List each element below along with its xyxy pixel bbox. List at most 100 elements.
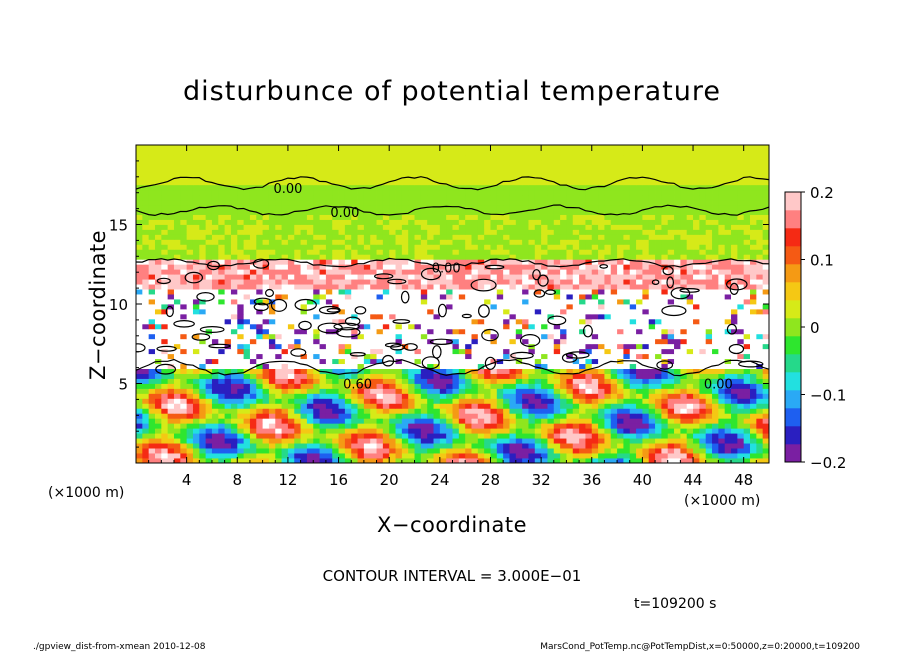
field-cell — [591, 254, 599, 260]
field-cell — [712, 373, 719, 379]
field-cell — [515, 343, 523, 350]
field-cell — [674, 249, 681, 255]
field-cell — [205, 328, 213, 335]
field-cell — [515, 383, 523, 389]
field-cell — [503, 299, 510, 305]
field-cell — [515, 448, 523, 454]
field-cell — [572, 423, 580, 429]
field-cell — [294, 318, 301, 325]
field-cell — [237, 383, 245, 389]
field-cell — [395, 214, 403, 220]
field-cell — [414, 353, 422, 360]
field-cell — [414, 299, 422, 305]
field-cell — [363, 308, 371, 315]
field-cell — [427, 219, 434, 225]
field-cell — [756, 428, 764, 434]
field-cell — [465, 433, 472, 439]
field-cell — [281, 284, 289, 290]
field-cell — [313, 403, 320, 409]
field-cell — [243, 259, 251, 265]
field-cell — [136, 338, 143, 345]
field-cell — [351, 249, 358, 255]
field-cell — [743, 289, 751, 295]
field-cell — [249, 234, 257, 240]
field-cell — [173, 299, 181, 305]
field-cell — [363, 378, 371, 384]
field-cell — [686, 408, 694, 414]
field-cell — [553, 353, 561, 360]
field-cell — [192, 299, 200, 305]
field-cell — [319, 294, 327, 300]
field-cell — [161, 458, 169, 463]
field-cell — [420, 398, 428, 404]
field-cell — [275, 294, 282, 300]
field-cell — [680, 458, 688, 463]
field-cell — [585, 383, 593, 389]
field-cell — [313, 353, 320, 360]
field-cell — [199, 333, 207, 340]
field-cell — [648, 438, 656, 444]
field-cell — [332, 274, 339, 280]
field-cell — [648, 458, 656, 463]
field-cell — [294, 313, 301, 320]
field-cell — [167, 428, 175, 434]
field-cell — [243, 343, 251, 350]
field-cell — [395, 318, 403, 325]
field-cell — [579, 289, 586, 295]
field-cell — [319, 249, 327, 255]
field-cell — [509, 378, 517, 384]
field-cell — [484, 259, 491, 265]
field-cell — [762, 423, 769, 429]
field-cell — [173, 274, 181, 280]
field-cell — [528, 373, 536, 379]
field-cell — [623, 333, 631, 340]
field-cell — [629, 304, 637, 310]
field-cell — [376, 313, 384, 320]
field-cell — [218, 259, 226, 265]
field-cell — [344, 388, 352, 394]
field-cell — [674, 244, 681, 250]
field-cell — [262, 428, 270, 434]
field-cell — [490, 254, 498, 260]
field-cell — [477, 338, 485, 345]
field-cell — [249, 284, 257, 290]
field-cell — [686, 363, 694, 369]
field-cell — [294, 373, 301, 379]
field-cell — [205, 438, 213, 444]
field-cell — [237, 408, 245, 414]
field-cell — [173, 234, 181, 240]
field-cell — [249, 323, 257, 330]
field-cell — [756, 393, 764, 399]
field-cell — [218, 299, 226, 305]
field-cell — [300, 308, 308, 315]
field-cell — [173, 229, 181, 235]
field-cell — [408, 304, 415, 310]
field-cell — [313, 413, 320, 419]
field-cell — [737, 348, 745, 355]
field-cell — [490, 239, 498, 245]
field-cell — [610, 368, 618, 374]
field-cell — [357, 413, 365, 419]
field-cell — [351, 378, 358, 384]
field-cell — [471, 363, 479, 369]
field-cell — [237, 299, 245, 305]
field-cell — [275, 413, 282, 419]
field-cell — [357, 418, 365, 424]
field-cell — [572, 408, 580, 414]
field-cell — [287, 254, 295, 260]
field-cell — [427, 214, 434, 220]
field-cell — [693, 328, 700, 335]
field-cell — [439, 378, 447, 384]
field-cell — [636, 318, 643, 325]
field-cell — [439, 234, 447, 240]
field-cell — [610, 433, 618, 439]
field-cell — [218, 388, 226, 394]
field-cell — [446, 383, 453, 389]
field-cell — [382, 418, 390, 424]
field-cell — [148, 294, 156, 300]
field-cell — [243, 458, 251, 463]
field-cell — [452, 443, 460, 449]
field-cell — [325, 279, 333, 285]
field-cell — [585, 338, 593, 345]
field-cell — [490, 274, 498, 280]
